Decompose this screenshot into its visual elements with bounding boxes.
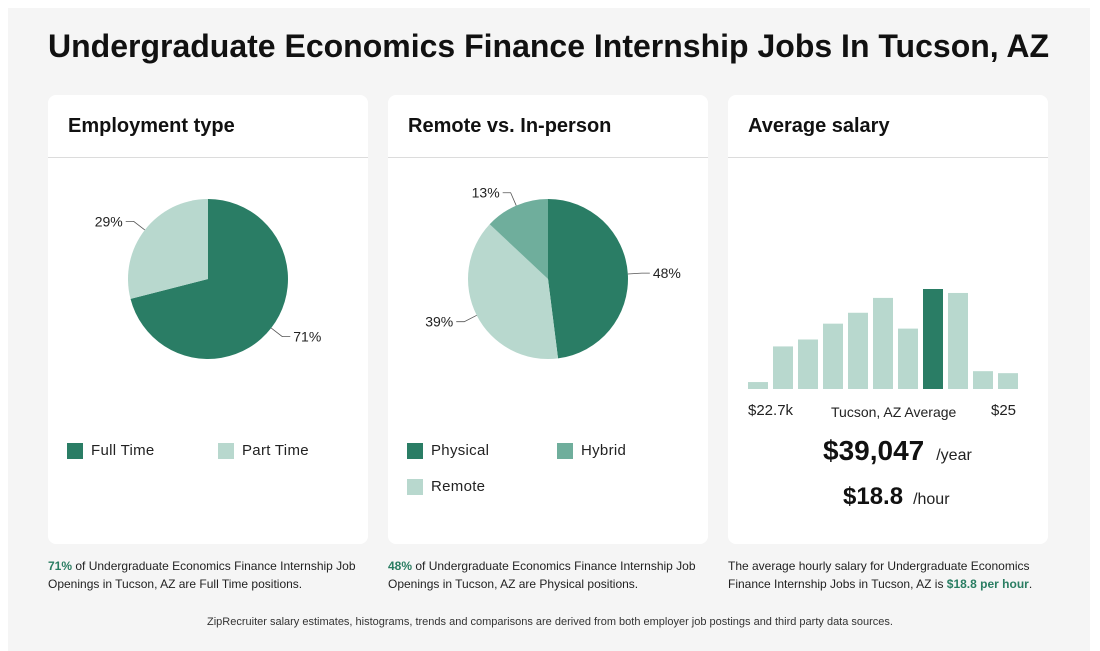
employment-leader-full-time	[270, 327, 291, 338]
legend-item-full-time: Full Time	[67, 442, 155, 459]
salary-average-label: Tucson, AZ Average	[831, 404, 957, 420]
histogram-bar-4	[823, 323, 843, 389]
employment-slice-part-time	[128, 199, 208, 299]
legend-item-part-time: Part Time	[218, 442, 309, 459]
histogram-bar-7	[898, 328, 918, 389]
legend-swatch-hybrid	[557, 442, 573, 459]
histogram-bar-8	[923, 289, 943, 389]
salary-histogram	[748, 289, 1018, 389]
card-divider	[728, 157, 1048, 158]
remote-leader-remote	[456, 314, 477, 323]
footer-disclaimer: ZipRecruiter salary estimates, histogram…	[207, 616, 893, 628]
legend-item-physical: Physical	[407, 442, 489, 459]
remote-caption-highlight: 48%	[388, 559, 413, 573]
legend-swatch-part-time	[218, 442, 234, 459]
salary-caption-text: The average hourly salary for Undergradu…	[728, 559, 1030, 591]
histogram-bar-9	[948, 292, 968, 389]
yearly-salary-unit: /year	[936, 447, 972, 464]
employment-caption-text: of Undergraduate Economics Finance Inter…	[48, 559, 356, 591]
yearly-salary-value: $39,047	[823, 435, 925, 466]
hourly-salary: $18.8 /hour	[843, 483, 950, 511]
legend-label-remote: Remote	[431, 478, 486, 495]
average-salary-card: Average salary $22.7k Tucson, AZ Average…	[728, 95, 1048, 544]
salary-caption: The average hourly salary for Undergradu…	[728, 557, 1046, 593]
legend-item-remote: Remote	[407, 478, 485, 495]
legend-swatch-remote	[407, 478, 423, 495]
remote-caption: 48% of Undergraduate Economics Finance I…	[388, 557, 706, 593]
histogram-bar-5	[848, 312, 868, 389]
histogram-bar-3	[798, 339, 818, 389]
employment-slice-full-time	[130, 199, 288, 360]
hourly-salary-value: $18.8	[843, 483, 904, 510]
salary-caption-end: .	[1028, 577, 1033, 591]
employment-type-card: Employment type 71% 29% Full Time Part Ti…	[48, 95, 368, 544]
histogram-bar-2	[773, 346, 793, 389]
legend-label-part-time: Part Time	[242, 442, 309, 459]
legend-item-hybrid: Hybrid	[557, 442, 626, 459]
remote-slice-remote	[468, 224, 559, 359]
salary-max-label: $25	[991, 402, 1017, 419]
employment-card-title: Employment type	[68, 115, 235, 137]
employment-label-full-time: 71%	[293, 329, 321, 345]
remote-vs-inperson-card: Remote vs. In-person 48% 39% 13% Physical …	[388, 95, 708, 544]
employment-pie-chart: 71% 29%	[95, 199, 321, 360]
salary-caption-highlight: $18.8 per hour	[946, 577, 1029, 591]
remote-caption-text: of Undergraduate Economics Finance Inter…	[388, 559, 696, 591]
remote-slice-hybrid	[489, 199, 548, 279]
yearly-salary: $39,047 /year	[823, 435, 972, 467]
card-divider	[48, 157, 368, 158]
remote-label-remote: 39%	[425, 314, 453, 330]
legend-label-hybrid: Hybrid	[581, 442, 627, 459]
legend-swatch-physical	[407, 442, 423, 459]
employment-caption: 71% of Undergraduate Economics Finance I…	[48, 557, 366, 593]
salary-card-title: Average salary	[748, 115, 890, 137]
remote-label-physical: 48%	[653, 265, 681, 281]
remote-leader-physical	[627, 272, 650, 275]
employment-leader-part-time	[125, 220, 146, 231]
remote-pie-chart: 48% 39% 13%	[425, 185, 681, 359]
histogram-bar-1	[748, 382, 768, 389]
remote-label-hybrid: 13%	[472, 185, 500, 201]
legend-label-full-time: Full Time	[91, 442, 155, 459]
page-title: Undergraduate Economics Finance Internsh…	[48, 28, 1050, 64]
histogram-bar-11	[998, 373, 1018, 389]
remote-leader-hybrid	[502, 192, 517, 206]
employment-caption-highlight: 71%	[48, 559, 73, 573]
histogram-bar-6	[873, 297, 893, 389]
histogram-bar-10	[973, 371, 993, 389]
legend-label-physical: Physical	[431, 442, 490, 459]
card-divider	[388, 157, 708, 158]
hourly-salary-unit: /hour	[913, 491, 950, 508]
salary-min-label: $22.7k	[748, 402, 794, 419]
employment-label-part-time: 29%	[95, 213, 123, 229]
legend-swatch-full-time	[67, 442, 83, 459]
remote-slice-physical	[548, 199, 628, 359]
remote-card-title: Remote vs. In-person	[408, 115, 612, 137]
